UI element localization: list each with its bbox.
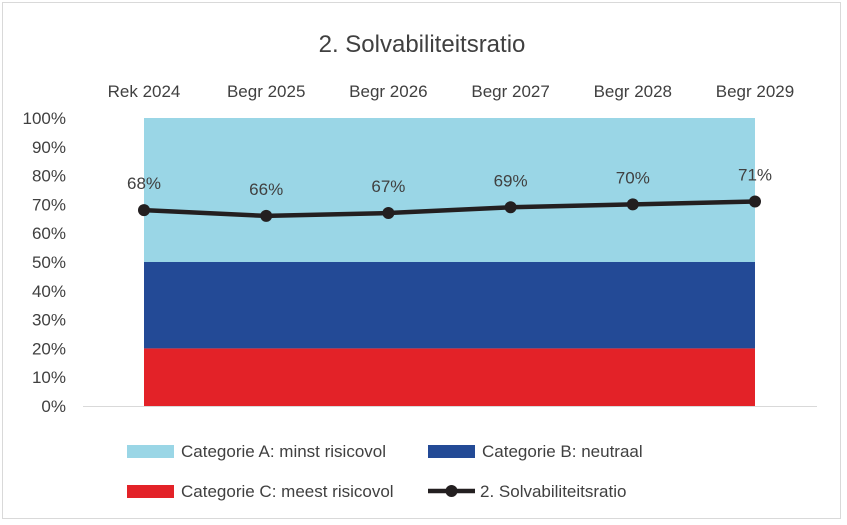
y-tick-label: 50% bbox=[32, 253, 66, 272]
y-tick-label: 90% bbox=[32, 138, 66, 157]
band-1 bbox=[144, 262, 755, 349]
data-label: 69% bbox=[494, 171, 528, 190]
legend: Categorie A: minst risicovol Categorie B:… bbox=[127, 442, 643, 501]
x-tick-label: Begr 2027 bbox=[471, 82, 549, 101]
y-tick-label: 60% bbox=[32, 224, 66, 243]
x-tick-label: Begr 2025 bbox=[227, 82, 305, 101]
x-tick-label: Begr 2028 bbox=[594, 82, 672, 101]
x-tick-label: Begr 2026 bbox=[349, 82, 427, 101]
data-label: 70% bbox=[616, 168, 650, 187]
bands-layer bbox=[144, 118, 755, 406]
x-tick-label: Begr 2029 bbox=[716, 82, 794, 101]
data-point bbox=[504, 201, 517, 214]
y-tick-label: 100% bbox=[23, 109, 66, 128]
y-tick-label: 40% bbox=[32, 282, 66, 301]
axis-layer: 0% 10% 20% 30% 40% 50% 60% 70% 80% 90% 100% Rek 202… bbox=[23, 82, 817, 416]
data-label: 67% bbox=[371, 177, 405, 196]
data-label: 68% bbox=[127, 174, 161, 193]
legend-swatch bbox=[127, 445, 174, 458]
data-point bbox=[749, 195, 761, 208]
legend-marker bbox=[445, 485, 458, 497]
series-line bbox=[141, 199, 758, 219]
series-layer: 68% 66% 67% 69% 70% 71% bbox=[127, 166, 772, 222]
data-point bbox=[138, 204, 150, 217]
legend-swatch bbox=[127, 485, 174, 498]
legend-label: Categorie A: minst risicovol bbox=[181, 442, 386, 461]
y-tick-label: 0% bbox=[41, 397, 66, 416]
data-label: 71% bbox=[738, 166, 772, 185]
band-0 bbox=[144, 348, 755, 406]
legend-label: Categorie C: meest risicovol bbox=[181, 482, 394, 501]
y-tick-label: 80% bbox=[32, 167, 66, 186]
x-tick-label: Rek 2024 bbox=[108, 82, 181, 101]
legend-label: 2. Solvabiliteitsratio bbox=[480, 482, 626, 501]
y-tick-label: 10% bbox=[32, 368, 66, 387]
y-tick-label: 30% bbox=[32, 311, 66, 330]
data-label: 66% bbox=[249, 180, 283, 199]
legend-swatch bbox=[428, 445, 475, 458]
data-point bbox=[382, 207, 395, 220]
data-point bbox=[260, 209, 273, 222]
legend-label: Categorie B: neutraal bbox=[482, 442, 643, 461]
band-2 bbox=[144, 118, 755, 262]
data-point bbox=[626, 198, 639, 211]
chart-title: 2. Solvabiliteitsratio bbox=[319, 31, 526, 58]
y-tick-label: 20% bbox=[32, 339, 66, 358]
y-tick-label: 70% bbox=[32, 195, 66, 214]
